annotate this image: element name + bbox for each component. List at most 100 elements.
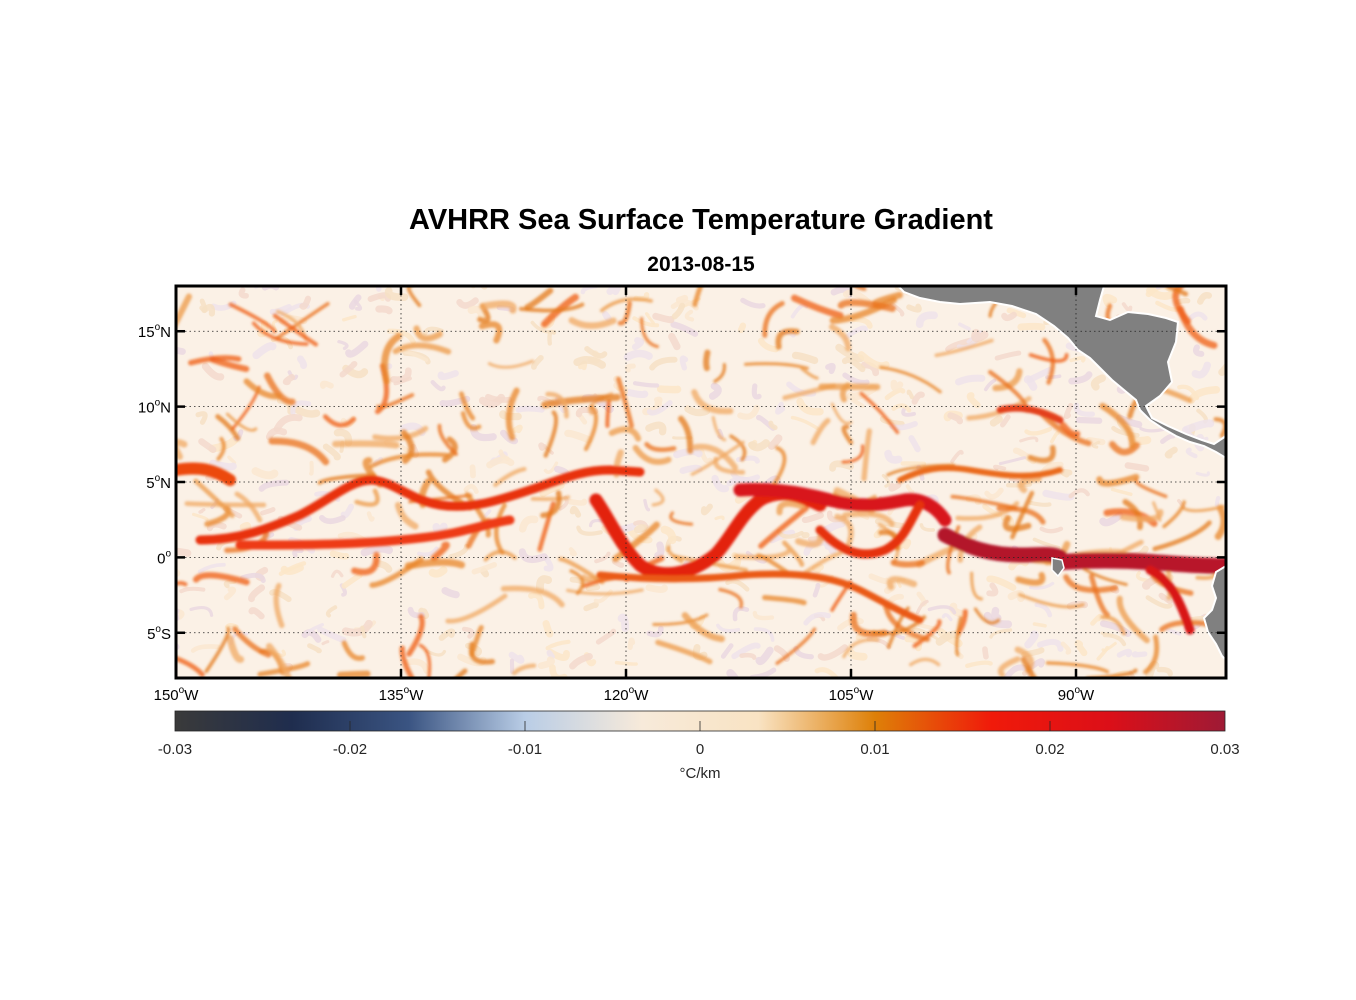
equatorial-front [733, 483, 952, 527]
front-streak [1010, 490, 1035, 540]
front-streak [226, 635, 245, 663]
texture-streak [748, 439, 770, 452]
texture-streak [631, 337, 645, 351]
texture-streak [847, 649, 868, 661]
texture-streak [568, 547, 577, 557]
texture-streak [1028, 500, 1052, 507]
texture-streak [197, 562, 226, 574]
texture-streak [486, 456, 515, 469]
front-streak [1088, 573, 1111, 618]
texture-streak [671, 302, 686, 320]
front-streak [487, 359, 535, 369]
texture-streak [632, 316, 660, 328]
front-streak [176, 580, 188, 587]
front-streak [729, 434, 747, 462]
front-streak [795, 532, 824, 548]
texture-streak [860, 361, 880, 377]
front-streak [828, 323, 852, 352]
texture-streak [1090, 613, 1103, 626]
front-streak [215, 414, 241, 441]
texture-streak [191, 512, 209, 522]
front-streak [413, 325, 443, 342]
colorbar-tick-label: 0 [696, 741, 704, 758]
texture-streak [584, 346, 608, 359]
front-streak [1096, 473, 1140, 487]
front-streak [655, 639, 713, 665]
colorbar-ticks: -0.03 -0.02 -0.01 0 0.01 0.02 0.03 [158, 721, 1240, 758]
texture-streak [546, 649, 555, 660]
texture-streak [530, 354, 544, 370]
y-tick-label: 5oN [146, 473, 171, 492]
texture-streak [904, 635, 923, 652]
front-streak [369, 452, 449, 469]
texture-streak [209, 459, 237, 471]
front-streak [692, 286, 704, 307]
texture-streak [901, 407, 916, 417]
texture-streak [700, 503, 713, 516]
front-streak [1018, 593, 1085, 609]
front-streak [758, 505, 809, 549]
x-tick-label: 135oW [379, 685, 425, 704]
texture-streak [195, 411, 208, 425]
texture-streak [660, 525, 677, 545]
texture-streak [774, 401, 786, 415]
front-streak [644, 442, 677, 453]
front-streak [569, 569, 585, 596]
texture-streak [430, 380, 446, 392]
front-streak [464, 491, 492, 538]
front-streak [341, 640, 366, 661]
texture-streak [679, 355, 689, 371]
front-streak [418, 643, 432, 678]
texture-streak [955, 374, 986, 386]
front-streak [232, 626, 272, 658]
texture-streak [319, 380, 334, 389]
texture-streak [417, 546, 439, 557]
texture-streak [644, 312, 656, 325]
front-streak [372, 425, 429, 442]
texture-streak [646, 625, 664, 638]
front-streak [800, 366, 819, 380]
texture-streak [400, 348, 429, 362]
texture-streak [868, 573, 890, 585]
texture-streak [564, 429, 593, 444]
texture-streak [708, 382, 722, 400]
texture-streak [305, 623, 324, 635]
texture-streak [739, 652, 757, 660]
front-streak [829, 296, 897, 324]
texture-streak [1214, 495, 1221, 508]
texture-streak [1060, 468, 1073, 478]
texture-streak [612, 559, 625, 568]
texture-streak [905, 484, 915, 495]
texture-streak [994, 350, 1022, 361]
texture-streak [500, 429, 519, 445]
texture-streak [258, 479, 290, 492]
front-streak [992, 368, 1023, 392]
texture-streak [1188, 311, 1208, 321]
texture-streak [1068, 371, 1093, 385]
texture-streak [790, 415, 819, 430]
front-streak [1214, 504, 1226, 540]
front-streak [652, 613, 709, 626]
texture-streak [947, 412, 964, 425]
front-streak [782, 540, 805, 567]
texture-streak [730, 470, 761, 483]
texture-streak [329, 550, 350, 560]
texture-streak [1145, 595, 1173, 609]
texture-streak [991, 606, 1002, 623]
front-streak [406, 286, 422, 308]
texture-streak [538, 442, 546, 451]
axis-ticks: 150oW 135oW 120oW 105oW 90oW 15oN 10oN 5oN 0o 5oS [138, 286, 1226, 704]
texture-streak [319, 514, 346, 525]
colorbar-tick-label: -0.03 [158, 741, 192, 758]
front-streak [251, 321, 309, 346]
texture-streak [670, 321, 699, 337]
front-streak [541, 393, 621, 409]
texture-streak [817, 644, 848, 661]
front-streak [1063, 574, 1119, 594]
texture-streak [1060, 641, 1072, 655]
texture-streak [906, 389, 915, 400]
texture-streak [251, 467, 279, 480]
texture-streak [595, 628, 617, 645]
texture-streak [654, 541, 665, 560]
